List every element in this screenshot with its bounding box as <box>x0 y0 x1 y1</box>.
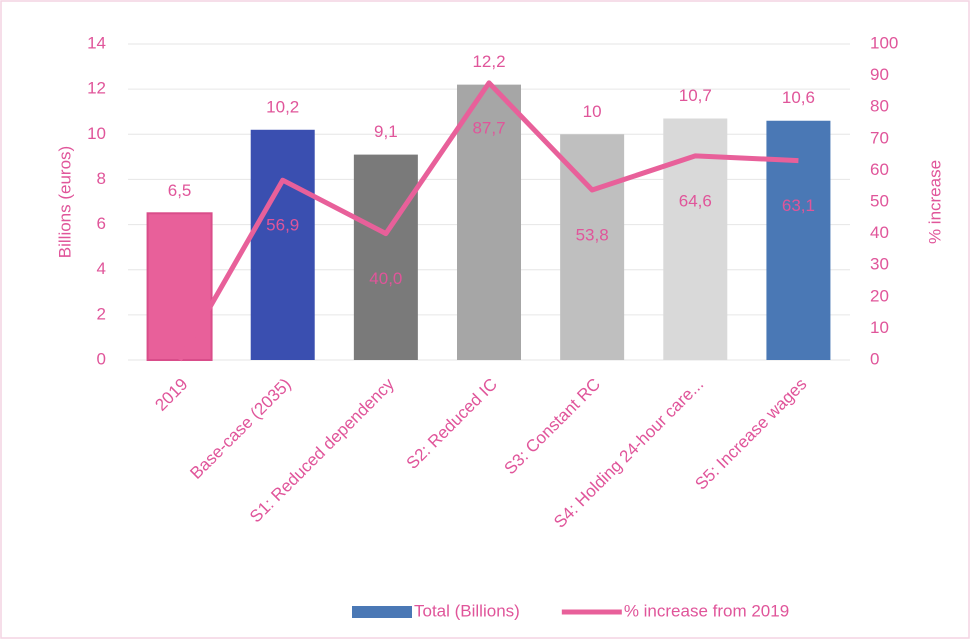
bar <box>250 129 315 360</box>
bar <box>457 84 521 360</box>
y-tick-label: 6 <box>97 214 106 233</box>
y2-tick-label: 80 <box>870 97 889 116</box>
y-tick-label: 10 <box>87 124 106 143</box>
legend-label: % increase from 2019 <box>624 601 789 620</box>
bar-value-label: 10 <box>583 102 602 121</box>
line-value-label: 87,7 <box>472 118 505 137</box>
legend-swatch <box>352 606 412 618</box>
bar-value-label: 10,7 <box>679 86 712 105</box>
bar-value-label: 10,6 <box>782 88 815 107</box>
y-tick-label: 2 <box>97 304 106 323</box>
y-tick-label: 4 <box>97 259 106 278</box>
bar-value-label: 9,1 <box>374 122 398 141</box>
bar-value-label: 6,5 <box>168 181 192 200</box>
bar-value-label: 12,2 <box>472 52 505 71</box>
y2-tick-label: 20 <box>870 286 889 305</box>
bar <box>560 134 625 360</box>
bar <box>146 212 213 361</box>
y2-tick-label: 0 <box>870 349 879 368</box>
line <box>177 80 799 362</box>
y-tick-label: 8 <box>97 169 106 188</box>
line-value-label: 53,8 <box>576 225 609 244</box>
y-tick-label: 14 <box>87 33 106 52</box>
y2-tick-label: 40 <box>870 223 889 242</box>
y2-tick-label: 10 <box>870 318 889 337</box>
line-value-label: 40,0 <box>369 269 402 288</box>
y2-tick-label: 90 <box>870 65 889 84</box>
y-tick-label: 0 <box>97 349 106 368</box>
y2-axis-title: % increase <box>925 160 944 244</box>
y2-tick-label: 30 <box>870 255 889 274</box>
bar <box>353 154 418 360</box>
y2-tick-label: 60 <box>870 160 889 179</box>
y2-tick-label: 50 <box>870 191 889 210</box>
y-axis-title: Billions (euros) <box>55 146 74 258</box>
bar-value-label: 10,2 <box>266 97 299 116</box>
line-value-label: 64,6 <box>679 191 712 210</box>
legend-label: Total (Billions) <box>414 601 520 620</box>
bar <box>766 120 831 360</box>
y-tick-label: 12 <box>87 79 106 98</box>
line-value-label: 63,1 <box>782 196 815 215</box>
y2-tick-label: 100 <box>870 33 898 52</box>
y2-tick-label: 70 <box>870 128 889 147</box>
line-value-label: 56,9 <box>266 216 299 235</box>
